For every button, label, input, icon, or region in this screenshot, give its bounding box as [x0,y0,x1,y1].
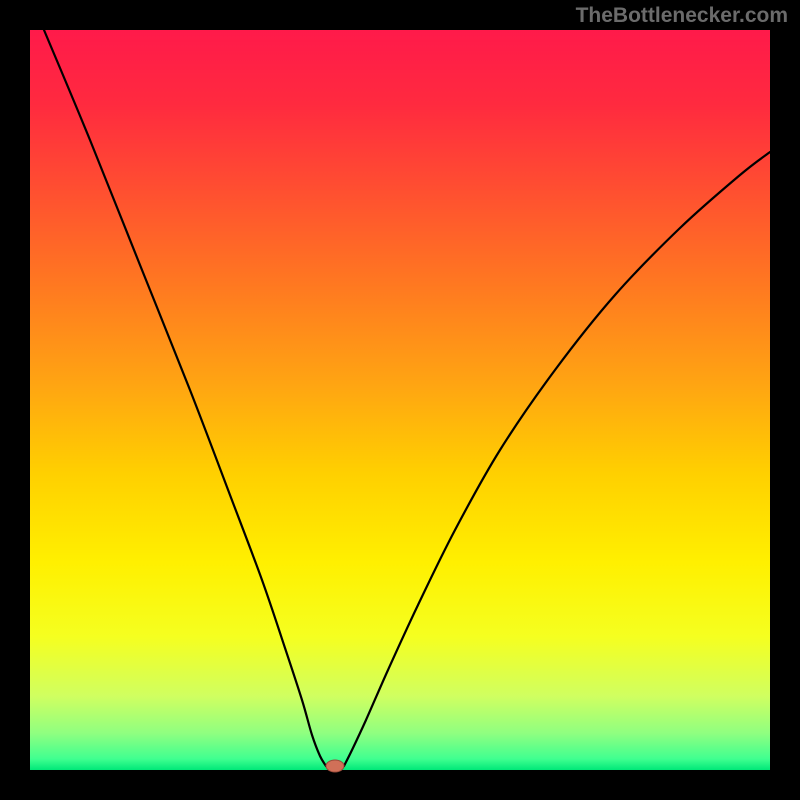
minimum-marker [326,760,344,772]
chart-container: TheBottlenecker.com [0,0,800,800]
chart-svg [0,0,800,800]
watermark-text: TheBottlenecker.com [576,4,788,28]
chart-background [30,30,770,770]
